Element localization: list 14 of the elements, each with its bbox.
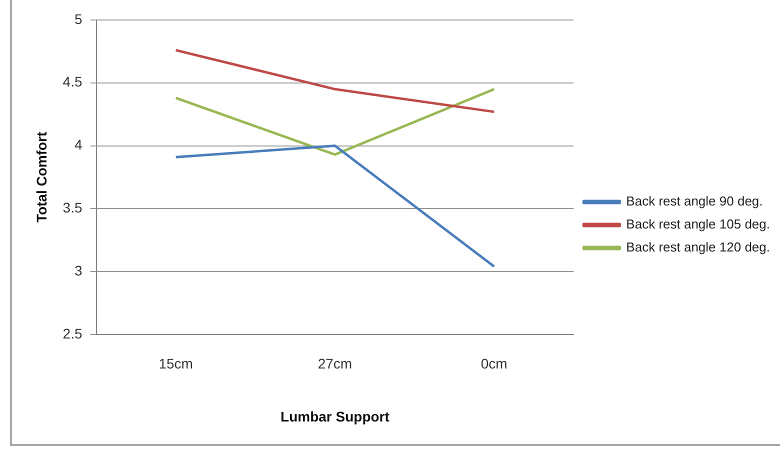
y-tick-label: 3 <box>74 262 82 278</box>
legend-label: Back rest angle 90 deg. <box>626 194 763 209</box>
y-tick-label: 2.5 <box>62 325 82 342</box>
y-tick-label: 4.5 <box>62 74 82 90</box>
x-axis-title: Lumbar Support <box>280 408 390 424</box>
y-tick-label: 4 <box>74 136 82 153</box>
legend-label: Back rest angle 105 deg. <box>626 216 770 232</box>
x-tick-label: 27cm <box>318 356 352 372</box>
x-tick-label: 15cm <box>158 356 193 372</box>
legend-label: Back rest angle 120 deg. <box>626 240 770 255</box>
y-tick-label: 3.5 <box>62 200 82 216</box>
x-tick-label: 0cm <box>480 356 508 372</box>
y-tick-label: 5 <box>74 10 82 27</box>
y-axis-title: Total Comfort <box>33 132 50 223</box>
